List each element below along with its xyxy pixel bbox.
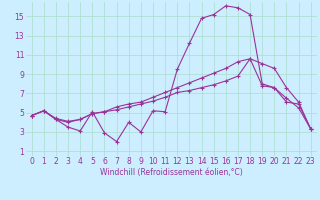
X-axis label: Windchill (Refroidissement éolien,°C): Windchill (Refroidissement éolien,°C) — [100, 168, 243, 177]
